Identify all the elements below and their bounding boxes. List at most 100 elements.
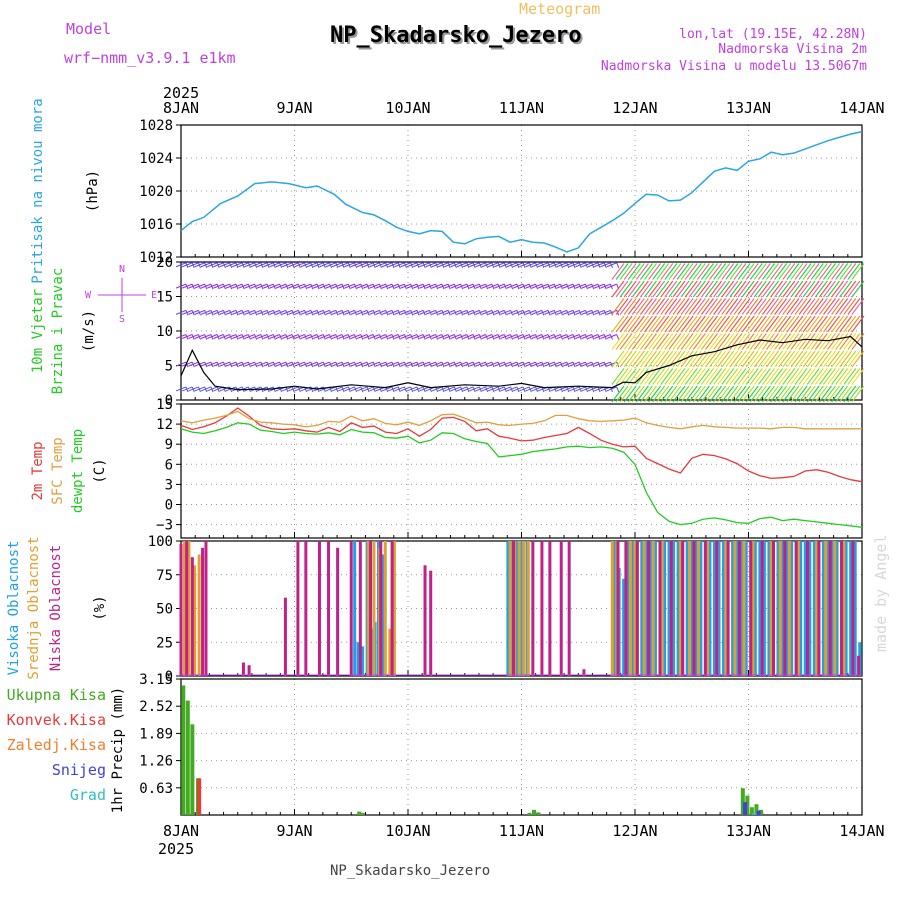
wind-barb bbox=[668, 315, 682, 333]
wind-barb bbox=[594, 309, 605, 315]
wind-barb bbox=[531, 283, 543, 289]
wind-barb bbox=[717, 350, 731, 368]
wind-barb bbox=[381, 386, 393, 392]
wind-barb bbox=[701, 263, 714, 280]
wind-barb bbox=[419, 262, 430, 268]
cloud-bar-cloud_low bbox=[559, 541, 563, 676]
wind-barb bbox=[475, 386, 486, 392]
wind-barb bbox=[733, 350, 747, 368]
cloud-bar-cloud_low bbox=[185, 541, 189, 676]
wind-barb bbox=[587, 283, 599, 289]
wind-barb bbox=[831, 368, 845, 385]
wind-barb bbox=[717, 368, 731, 385]
wind-barb bbox=[770, 385, 784, 403]
wind-barb bbox=[338, 386, 349, 392]
wind-barb bbox=[766, 280, 779, 298]
wind-barb bbox=[737, 280, 751, 298]
cloud-bar-cloud_high bbox=[631, 541, 635, 676]
wind-barb bbox=[331, 283, 343, 289]
wind-barb bbox=[757, 350, 771, 368]
wind-barb bbox=[611, 368, 625, 385]
wind-barb bbox=[623, 350, 637, 368]
cloud-bar-cloud_high bbox=[803, 541, 807, 676]
wind-barb bbox=[569, 309, 580, 315]
wind-barb bbox=[696, 315, 710, 333]
wind-barb bbox=[469, 283, 480, 289]
wind-barb bbox=[680, 298, 694, 315]
wind-barb bbox=[814, 315, 828, 333]
wind-barb bbox=[325, 361, 337, 367]
y-tick-label: 50 bbox=[156, 602, 173, 618]
wind-barb bbox=[494, 334, 505, 339]
wind-barb bbox=[818, 315, 832, 333]
wind-barb bbox=[701, 368, 714, 385]
panels-layer: 1012101610201024102805101520−30369121502… bbox=[6, 98, 885, 840]
y-tick-label: 9 bbox=[165, 437, 173, 453]
wind-barb bbox=[413, 361, 424, 367]
wind-barb bbox=[798, 368, 812, 385]
wind-barb bbox=[766, 350, 779, 368]
wind-barb bbox=[587, 262, 599, 268]
wind-barb bbox=[851, 333, 865, 350]
wind-barb bbox=[294, 334, 305, 339]
wind-barb bbox=[394, 386, 405, 392]
wind-barb bbox=[705, 298, 718, 315]
wind-barb bbox=[757, 263, 771, 280]
wind-barb bbox=[823, 350, 836, 368]
cloud-bar-cloud_low bbox=[247, 665, 251, 676]
wind-barb bbox=[269, 262, 280, 268]
wind-barb bbox=[770, 298, 784, 315]
precip-bar-precip_total bbox=[754, 804, 759, 815]
cloud-bar-cloud_low bbox=[369, 541, 373, 676]
wind-barb bbox=[556, 386, 567, 392]
wind-barb bbox=[782, 298, 796, 315]
wind-barb bbox=[175, 262, 187, 268]
wind-barb bbox=[705, 368, 718, 385]
wind-barb bbox=[225, 262, 237, 268]
wind-barb bbox=[375, 309, 386, 315]
wind-barb bbox=[350, 309, 361, 315]
wind-barb bbox=[437, 309, 449, 315]
wind-barb bbox=[281, 361, 293, 367]
wind-barb bbox=[656, 280, 670, 298]
wind-barb bbox=[506, 262, 518, 268]
wind-barb bbox=[325, 262, 337, 268]
wind-barb bbox=[611, 298, 625, 315]
precip-legend-1: Konvek.Kisa bbox=[7, 711, 106, 729]
wind-barb bbox=[256, 262, 268, 268]
wind-barb bbox=[263, 334, 274, 339]
wind-barb bbox=[512, 309, 524, 315]
wind-barb bbox=[575, 386, 586, 392]
cloud-bar-cloud_mid bbox=[651, 541, 655, 676]
wind-barb bbox=[194, 283, 205, 289]
wind-barb bbox=[668, 368, 682, 385]
wind-barb bbox=[652, 385, 666, 403]
wind-barb bbox=[531, 334, 543, 339]
wind-barb bbox=[814, 350, 828, 368]
temp-line-t2m bbox=[180, 407, 863, 483]
wind-barb bbox=[786, 280, 800, 298]
wind-barb bbox=[294, 361, 305, 367]
wind-barb bbox=[705, 333, 718, 350]
wind-barb bbox=[696, 368, 710, 385]
precip-bar-precip_hail bbox=[752, 812, 757, 815]
cloud-bar-cloud_mid bbox=[733, 541, 737, 676]
wind-barb bbox=[600, 283, 611, 289]
x-tick-label-bottom: 12JAN bbox=[612, 822, 657, 840]
cloud-bar-cloud_low bbox=[349, 541, 353, 676]
wind-barb bbox=[344, 386, 355, 392]
wind-barb bbox=[331, 361, 343, 367]
cloud-bar-cloud_low bbox=[692, 541, 696, 676]
wind-barb bbox=[494, 262, 505, 268]
wind-barb bbox=[672, 263, 686, 280]
wind-barb bbox=[594, 262, 605, 268]
wind-barb bbox=[450, 309, 461, 315]
wind-barb bbox=[338, 361, 349, 367]
wind-barb bbox=[231, 334, 243, 339]
wind-barb bbox=[684, 368, 698, 385]
wind-barb bbox=[244, 262, 255, 268]
wind-barb bbox=[550, 361, 561, 367]
wind-barb bbox=[294, 262, 305, 268]
wind-barb bbox=[188, 309, 199, 315]
